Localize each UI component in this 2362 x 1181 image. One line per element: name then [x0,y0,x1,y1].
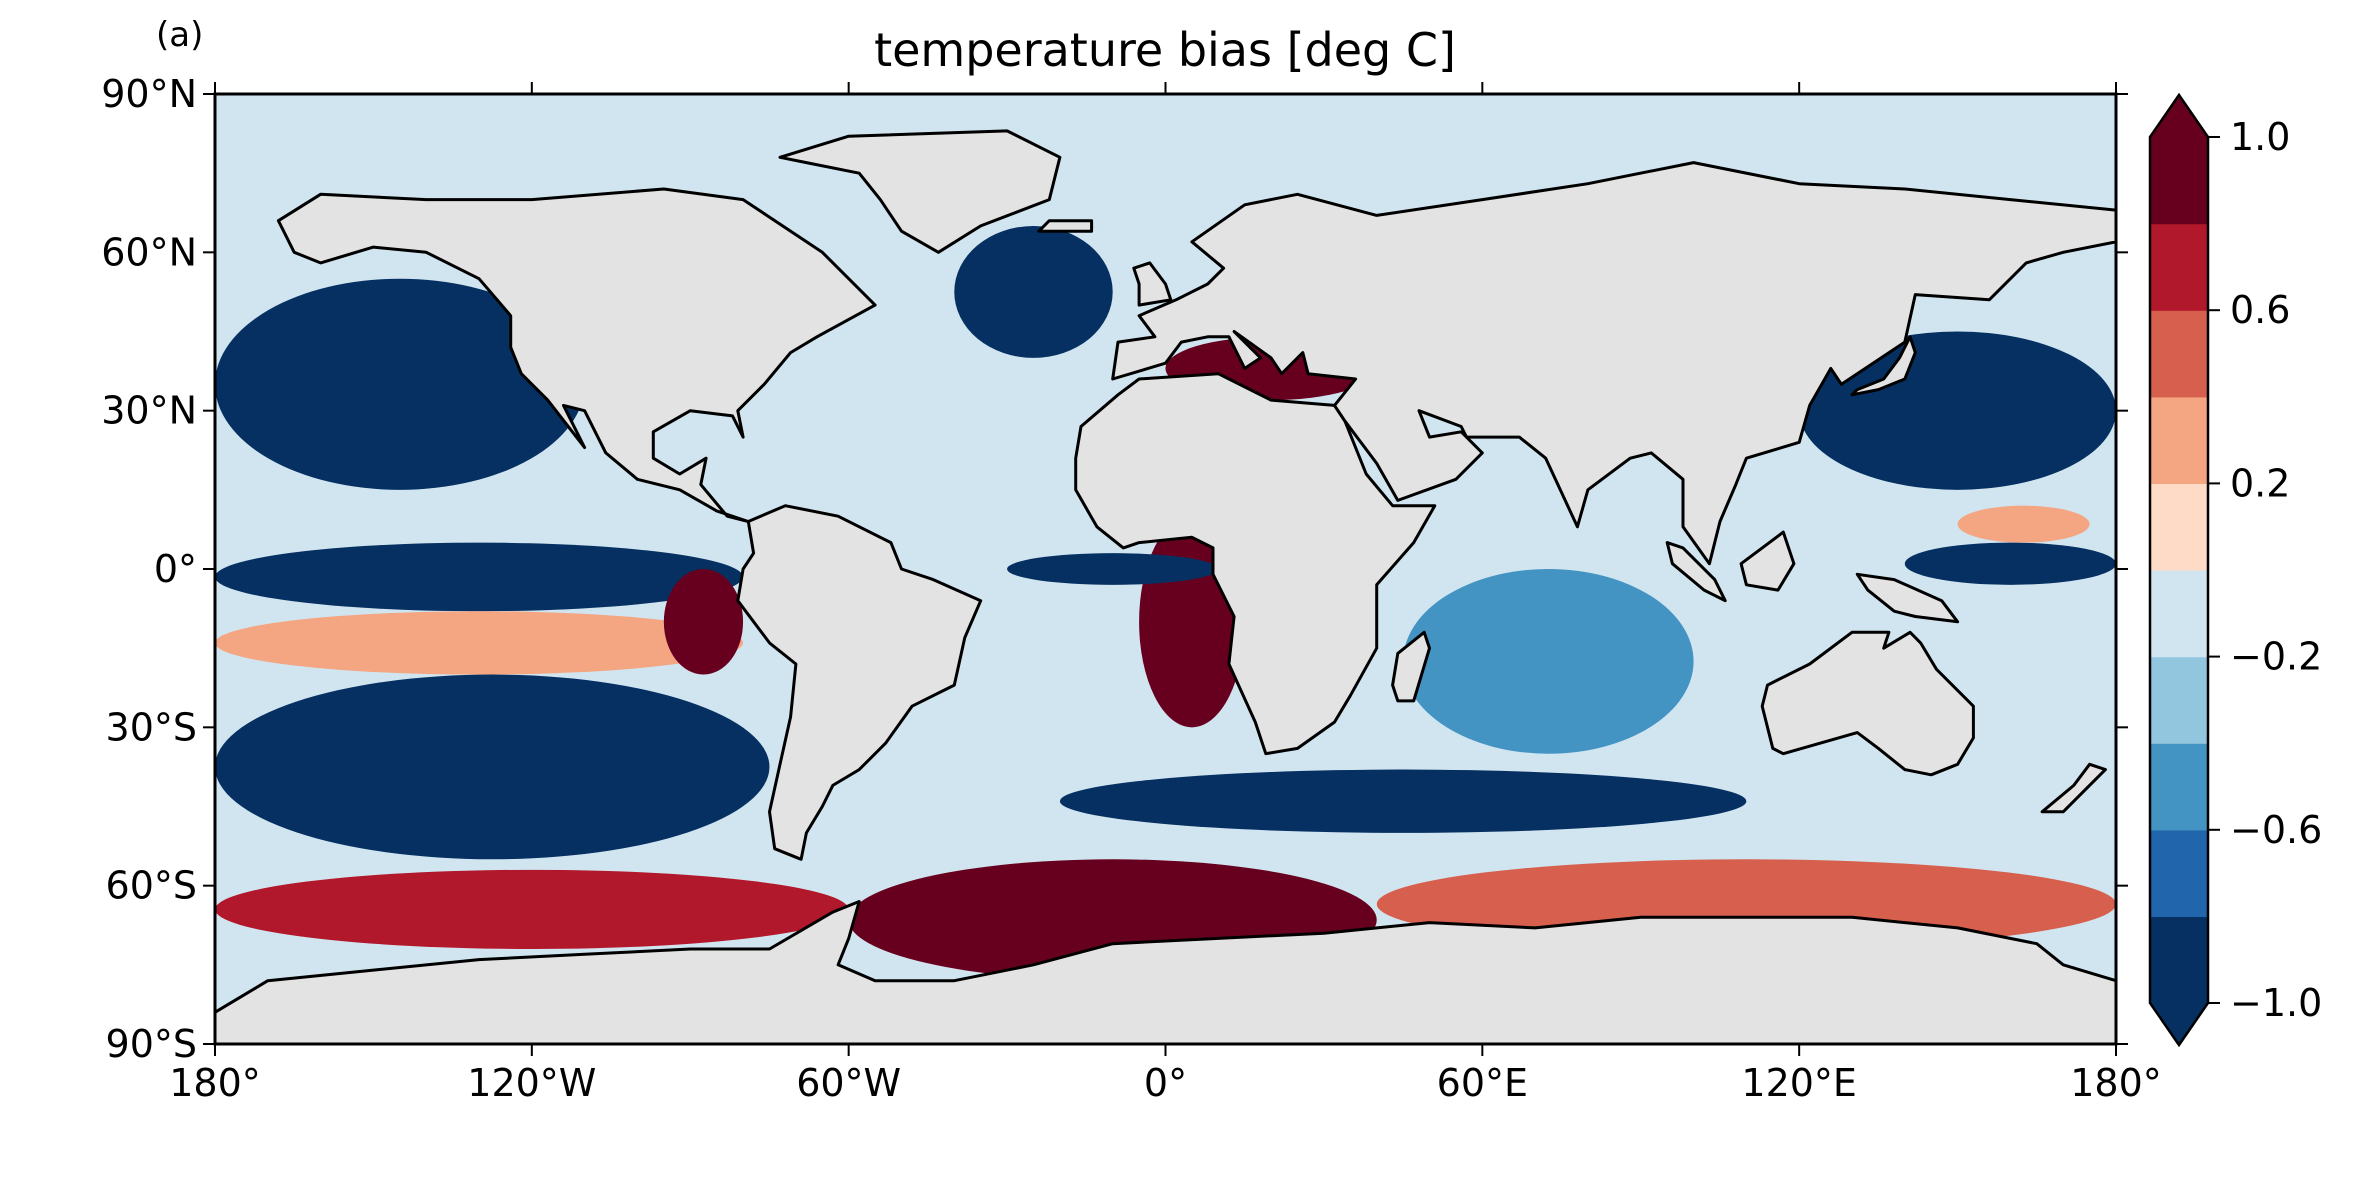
colorbar-segment [2150,829,2208,917]
bias-region-11 [1059,769,1747,833]
colorbar-segment [2150,483,2208,571]
colorbar-extend-max [2150,95,2208,137]
x-tick-label: 180° [2070,1061,2162,1105]
land-japan [1850,335,1917,397]
land-sumatra [1665,541,1727,603]
land-new-guinea [1855,572,1960,624]
y-axis-ticks: 90°N 60°N 30°N 0° 30°S 60°S 90°S [101,72,2128,1066]
temperature-bias-field [215,225,2116,981]
colorbar-tick-label: 0.2 [2230,461,2290,505]
bias-region-0 [215,278,585,490]
x-tick-label: 180° [169,1061,261,1105]
map-area [215,94,2116,1044]
land-north-america [276,187,877,523]
land-uk [1132,261,1173,307]
x-tick-label: 60°E [1437,1061,1528,1105]
land-eurasia [1111,161,2116,566]
colorbar-tick-label: 0.6 [2230,288,2290,332]
colorbar-extend-min [2150,1003,2208,1045]
x-tick-label: 120°E [1741,1061,1857,1105]
y-tick-label: 60°S [106,864,197,908]
bias-region-8 [954,225,1113,358]
y-tick-label: 0° [154,547,197,591]
land-africa [1074,372,1437,756]
bias-region-3 [663,569,744,675]
land-madagascar [1391,630,1431,703]
bias-region-15 [1957,505,2090,543]
x-tick-label: 60°W [796,1061,901,1105]
colorbar-tick-label: −1.0 [2230,981,2322,1025]
bias-region-10 [1007,553,1219,585]
colorbar-segment [2150,570,2208,658]
y-tick-label: 30°N [101,389,197,433]
panel-label: (a) [156,15,203,55]
land-greenland [778,129,1062,254]
bias-region-14 [1904,542,2116,585]
bias-region-12 [1403,569,1694,754]
land-new-zealand [2040,762,2107,814]
land-antarctica [215,900,2116,1044]
colorbar-tick-label: −0.2 [2230,635,2322,679]
bias-region-2 [215,611,744,675]
x-tick-label: 0° [1144,1061,1187,1105]
x-tick-label: 120°W [467,1061,596,1105]
bias-region-13 [1799,331,2116,490]
land-australia [1760,630,1975,777]
colorbar-tick-label: 1.0 [2230,115,2290,159]
colorbar-segment [2150,656,2208,744]
land-borneo [1739,530,1796,592]
colorbar: −1.0 −0.6 −0.2 0.2 0.6 1.0 [2148,92,2322,1048]
colorbar-segment [2150,223,2208,311]
land-iceland [1037,219,1094,233]
bias-region-4 [215,674,770,860]
x-axis-ticks: 180° 120°W 60°W 0° 60°E 120°E 180° [169,82,2162,1105]
colorbar-segment [2150,743,2208,831]
colorbar-segment [2150,310,2208,398]
colorbar-segment [2150,137,2208,225]
bias-region-1 [215,542,744,612]
y-tick-label: 90°S [106,1022,197,1066]
chart-title: temperature bias [deg C] [874,23,1456,77]
land-south-america [736,504,983,861]
y-tick-label: 30°S [106,705,197,749]
y-tick-label: 90°N [101,72,197,116]
colorbar-segment [2150,396,2208,484]
land-masses [215,129,2116,1044]
y-tick-label: 60°N [101,230,197,274]
colorbar-segment [2150,916,2208,1004]
bias-region-5 [215,869,849,949]
colorbar-tick-label: −0.6 [2230,808,2322,852]
